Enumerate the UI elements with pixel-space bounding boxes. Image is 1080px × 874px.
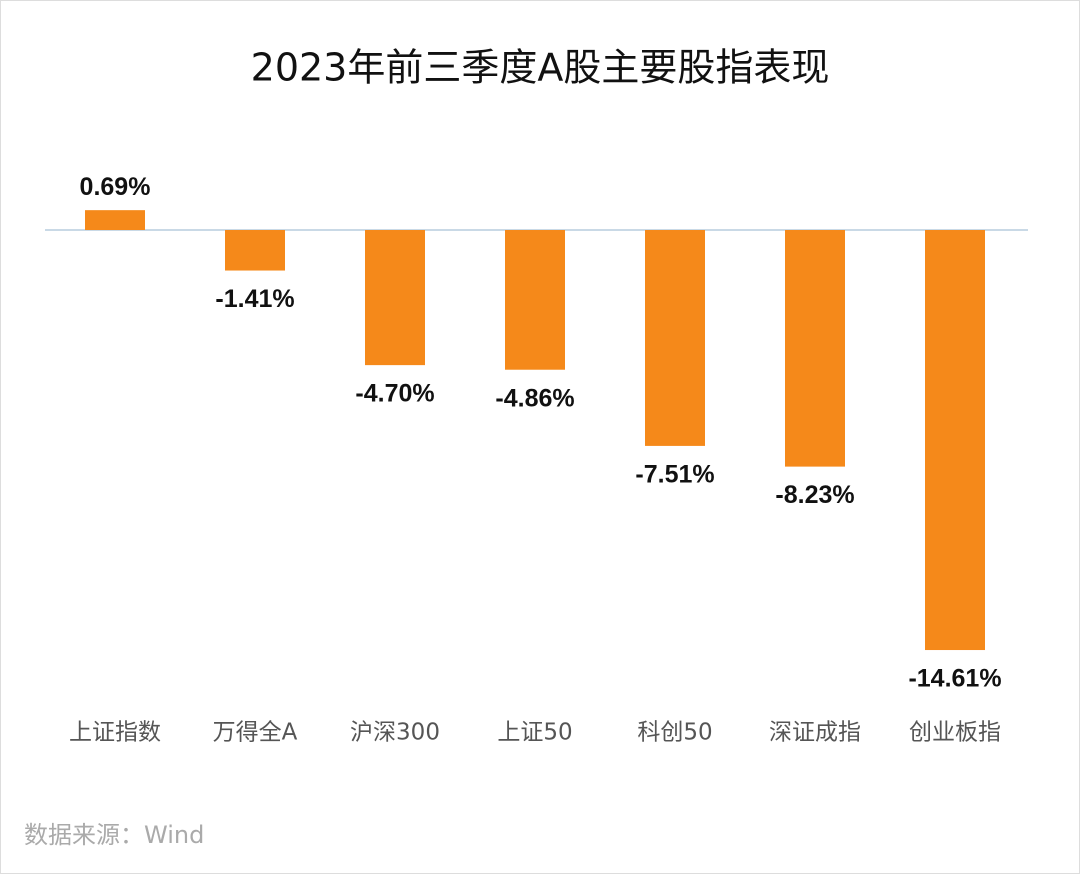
value-label: -7.51% [635,461,714,489]
x-tick-label: 科创50 [637,720,712,746]
chart-title: 2023年前三季度A股主要股指表现 [251,46,830,90]
x-tick-label: 沪深300 [350,720,440,746]
bar [785,230,845,467]
bar [925,230,985,651]
bar [225,230,285,271]
bar [505,230,565,370]
value-label: -14.61% [908,665,1001,693]
value-label: -8.23% [775,481,854,509]
bar [85,210,145,230]
x-tick-label: 深证成指 [769,720,861,746]
x-tick-label: 上证指数 [69,720,161,746]
value-label: -4.70% [355,380,434,408]
x-tick-label: 上证50 [497,720,572,746]
value-label: -4.86% [495,384,574,412]
x-tick-label: 万得全A [213,720,298,746]
bar [365,230,425,366]
bar [645,230,705,446]
source: 数据来源：Wind [24,821,204,849]
value-label: -1.41% [215,285,294,313]
x-tick-label: 创业板指 [909,720,1001,746]
value-label: 0.69% [80,173,151,201]
